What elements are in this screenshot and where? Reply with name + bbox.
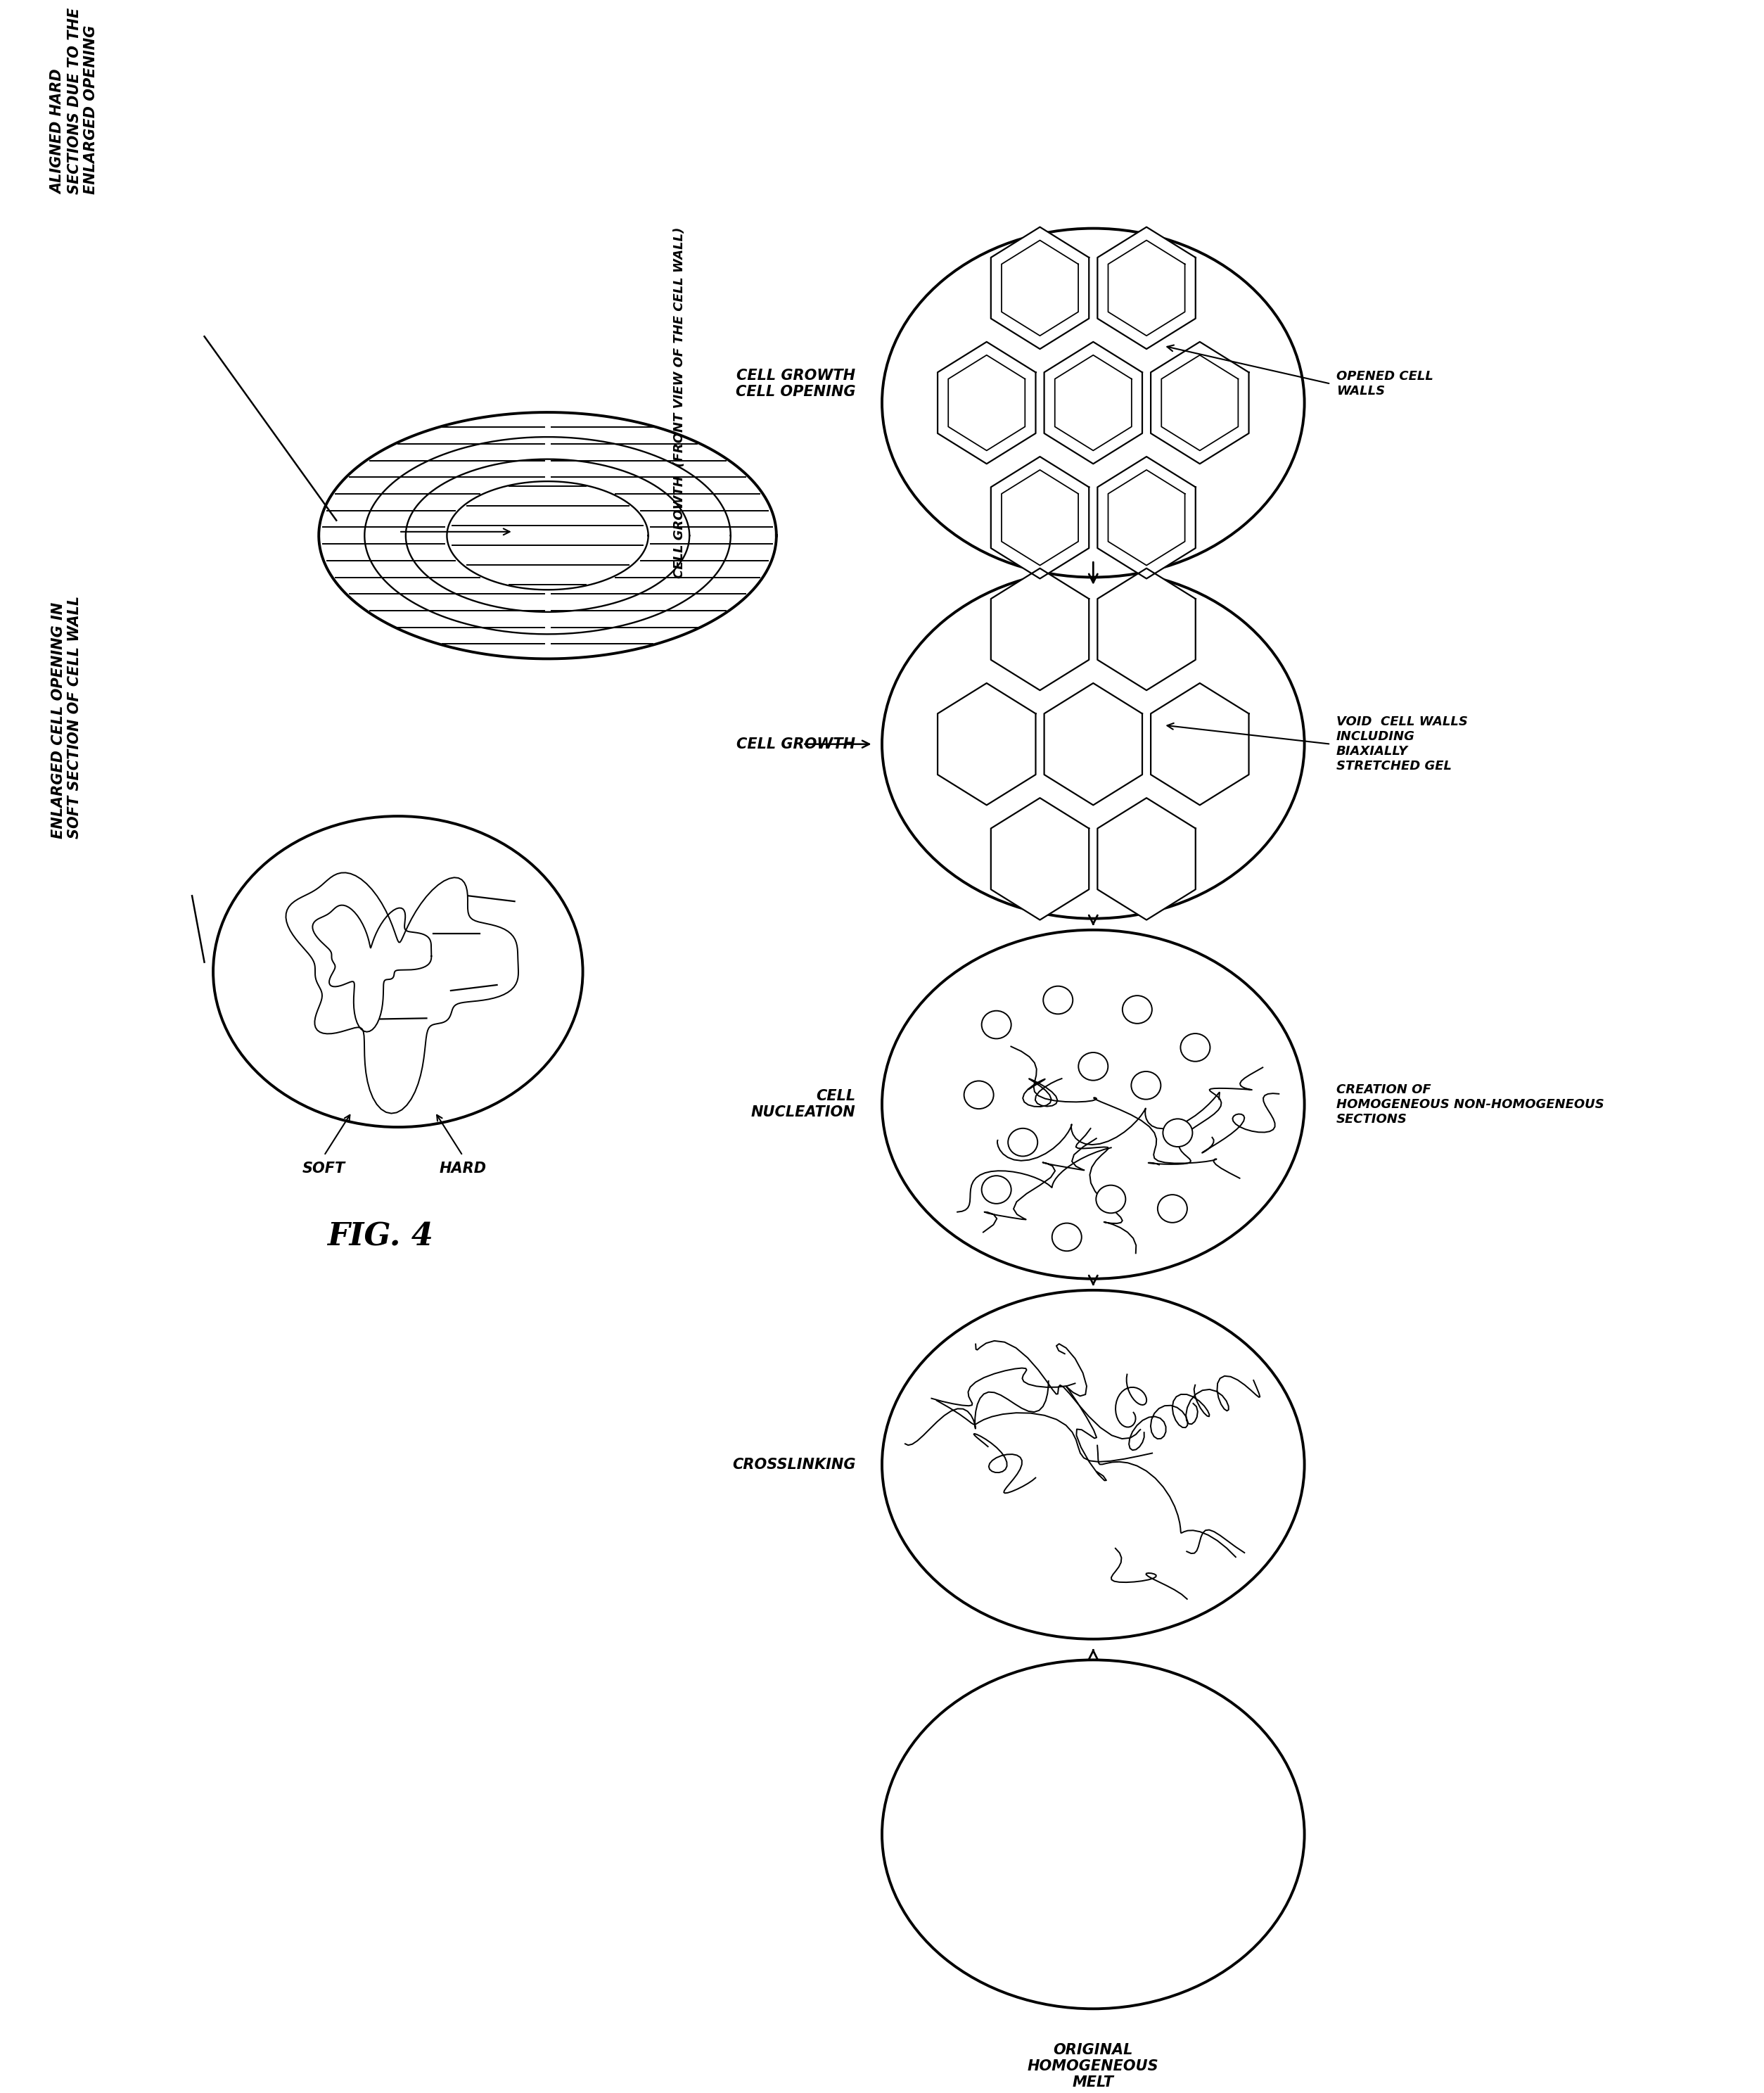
Ellipse shape — [1095, 1185, 1125, 1214]
Text: FIG. 4: FIG. 4 — [328, 1222, 434, 1252]
Ellipse shape — [882, 929, 1304, 1279]
Polygon shape — [1097, 569, 1196, 691]
Polygon shape — [1044, 682, 1143, 806]
Text: CREATION OF
HOMOGENEOUS NON-HOMOGENEOUS
SECTIONS: CREATION OF HOMOGENEOUS NON-HOMOGENEOUS … — [1335, 1084, 1603, 1126]
Ellipse shape — [882, 228, 1304, 578]
Text: CELL GROWTH  (FRONT VIEW OF THE CELL WALL): CELL GROWTH (FRONT VIEW OF THE CELL WALL… — [674, 228, 686, 578]
Polygon shape — [1150, 682, 1249, 806]
Ellipse shape — [1051, 1222, 1081, 1252]
Polygon shape — [991, 569, 1088, 691]
Ellipse shape — [882, 1289, 1304, 1639]
Text: OPENED CELL
WALLS: OPENED CELL WALLS — [1335, 370, 1432, 398]
Ellipse shape — [1157, 1195, 1187, 1222]
Ellipse shape — [1007, 1128, 1037, 1155]
Ellipse shape — [1180, 1034, 1210, 1061]
Polygon shape — [991, 456, 1088, 578]
Polygon shape — [1097, 456, 1196, 578]
Text: CELL GROWTH: CELL GROWTH — [737, 737, 856, 751]
Ellipse shape — [1043, 986, 1073, 1013]
Polygon shape — [938, 682, 1035, 806]
Ellipse shape — [981, 1176, 1011, 1203]
Ellipse shape — [1162, 1120, 1192, 1147]
Polygon shape — [1150, 341, 1249, 465]
Polygon shape — [1097, 797, 1196, 921]
Ellipse shape — [213, 816, 582, 1128]
Text: CELL GROWTH
CELL OPENING: CELL GROWTH CELL OPENING — [736, 368, 856, 400]
Polygon shape — [991, 226, 1088, 350]
Text: HARD: HARD — [439, 1162, 487, 1176]
Polygon shape — [991, 797, 1088, 921]
Ellipse shape — [1131, 1072, 1161, 1099]
Text: CELL
NUCLEATION: CELL NUCLEATION — [751, 1088, 856, 1120]
Ellipse shape — [1122, 996, 1152, 1023]
Ellipse shape — [981, 1011, 1011, 1038]
Text: VOID  CELL WALLS
INCLUDING
BIAXIALLY
STRETCHED GEL: VOID CELL WALLS INCLUDING BIAXIALLY STRE… — [1335, 716, 1468, 772]
Text: ENLARGED CELL OPENING IN
SOFT SECTION OF CELL WALL: ENLARGED CELL OPENING IN SOFT SECTION OF… — [51, 597, 81, 839]
Ellipse shape — [882, 1660, 1304, 2009]
Text: ALIGNED HARD
SECTIONS DUE TO THE
ENLARGED OPENING: ALIGNED HARD SECTIONS DUE TO THE ENLARGE… — [51, 8, 99, 195]
Text: SOFT: SOFT — [302, 1162, 346, 1176]
Text: CROSSLINKING: CROSSLINKING — [732, 1457, 856, 1471]
Polygon shape — [938, 341, 1035, 465]
Ellipse shape — [963, 1080, 993, 1109]
Ellipse shape — [882, 569, 1304, 919]
Polygon shape — [1097, 226, 1196, 350]
Polygon shape — [1044, 341, 1143, 465]
Text: ORIGINAL
HOMOGENEOUS
MELT: ORIGINAL HOMOGENEOUS MELT — [1028, 2043, 1159, 2089]
Ellipse shape — [1078, 1053, 1108, 1080]
